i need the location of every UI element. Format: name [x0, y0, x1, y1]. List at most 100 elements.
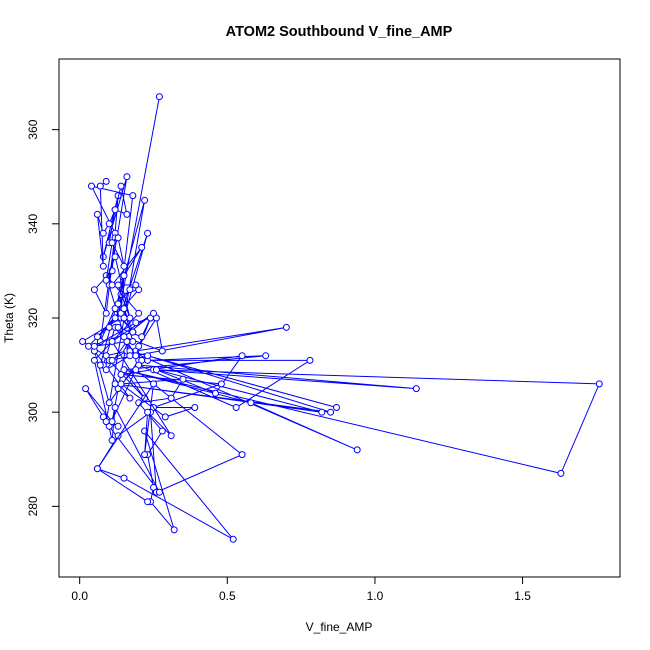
- data-point: [111, 305, 119, 313]
- data-point: [150, 380, 157, 388]
- data-point: [557, 469, 565, 477]
- data-point: [117, 182, 125, 190]
- data-point: [212, 389, 219, 397]
- data-point: [108, 356, 116, 364]
- data-point: [353, 446, 361, 454]
- data-point: [111, 253, 119, 261]
- data-point: [117, 371, 125, 378]
- data-point: [155, 93, 163, 101]
- data-point: [238, 451, 246, 459]
- data-point: [108, 418, 116, 426]
- x-tick-label: 1.5: [514, 589, 531, 603]
- series-line-1: [81, 96, 601, 540]
- data-point: [102, 309, 110, 317]
- data-point: [262, 352, 270, 360]
- data-point: [595, 380, 603, 388]
- data-point: [79, 338, 87, 345]
- data-point: [135, 342, 143, 350]
- data-point: [120, 314, 128, 322]
- data-point: [102, 366, 110, 374]
- data-point: [132, 319, 140, 327]
- data-point: [144, 352, 152, 360]
- data-point: [129, 338, 137, 345]
- data-point: [120, 272, 128, 280]
- data-point: [144, 498, 152, 506]
- data-point: [93, 465, 101, 473]
- data-point: [167, 432, 175, 440]
- data-point: [144, 408, 152, 416]
- data-point: [150, 309, 157, 317]
- data-point: [161, 413, 169, 421]
- y-tick-label: 280: [26, 496, 40, 516]
- data-point: [217, 380, 225, 388]
- data-point: [114, 234, 122, 242]
- data-point: [111, 380, 119, 388]
- data-point: [111, 206, 119, 214]
- data-point: [108, 436, 116, 444]
- data-point: [144, 229, 152, 237]
- data-point: [117, 380, 125, 388]
- series-layer: [79, 93, 603, 543]
- data-point: [99, 229, 107, 237]
- data-point: [158, 427, 166, 435]
- data-point: [138, 243, 146, 251]
- data-point: [179, 375, 187, 383]
- data-point: [96, 361, 104, 369]
- y-axis: 280 300 320 340 360: [26, 119, 60, 516]
- data-point: [111, 314, 119, 322]
- data-point: [126, 352, 134, 360]
- data-point: [85, 342, 92, 350]
- data-point: [105, 220, 113, 228]
- data-point: [105, 323, 113, 331]
- data-point: [129, 328, 137, 336]
- y-axis-label: Theta (K): [2, 293, 16, 343]
- data-point: [138, 333, 146, 341]
- data-point: [114, 323, 122, 331]
- data-point: [126, 314, 134, 322]
- data-point: [167, 394, 175, 402]
- data-point: [232, 404, 240, 411]
- chart-title: ATOM2 Southbound V_fine_AMP: [226, 24, 453, 40]
- data-point: [152, 366, 160, 374]
- data-point: [114, 281, 122, 289]
- data-point: [132, 366, 140, 374]
- data-point: [327, 408, 335, 416]
- y-tick-label: 320: [26, 308, 40, 328]
- data-point: [108, 239, 116, 247]
- data-point: [105, 399, 113, 407]
- x-tick-label: 0.5: [219, 589, 236, 603]
- y-tick-label: 360: [26, 119, 40, 139]
- data-point: [126, 394, 134, 402]
- data-point: [132, 281, 140, 289]
- data-point: [120, 474, 128, 482]
- data-point: [282, 323, 290, 331]
- y-tick-label: 300: [26, 402, 40, 422]
- data-point: [318, 408, 326, 416]
- y-tick-label: 340: [26, 213, 40, 233]
- data-point: [102, 276, 110, 284]
- data-point: [114, 432, 122, 440]
- data-point: [158, 347, 166, 355]
- data-point: [141, 196, 149, 204]
- data-point: [96, 182, 104, 190]
- data-point: [129, 192, 137, 200]
- data-point: [412, 385, 420, 393]
- data-point: [170, 526, 178, 534]
- data-point: [90, 356, 98, 364]
- x-axis: 0.0 0.5 1.0 1.5: [71, 576, 531, 603]
- data-point: [102, 177, 110, 185]
- data-point: [114, 422, 122, 430]
- data-point: [108, 338, 116, 345]
- data-point: [120, 305, 128, 313]
- data-point: [247, 399, 255, 407]
- data-point: [93, 333, 101, 341]
- data-point: [90, 342, 98, 350]
- data-point: [123, 210, 131, 218]
- data-point: [99, 262, 107, 270]
- x-axis-label: V_fine_AMP: [306, 620, 373, 634]
- data-point: [88, 182, 95, 190]
- data-point: [229, 535, 237, 543]
- data-point: [135, 309, 143, 317]
- data-point: [238, 352, 246, 360]
